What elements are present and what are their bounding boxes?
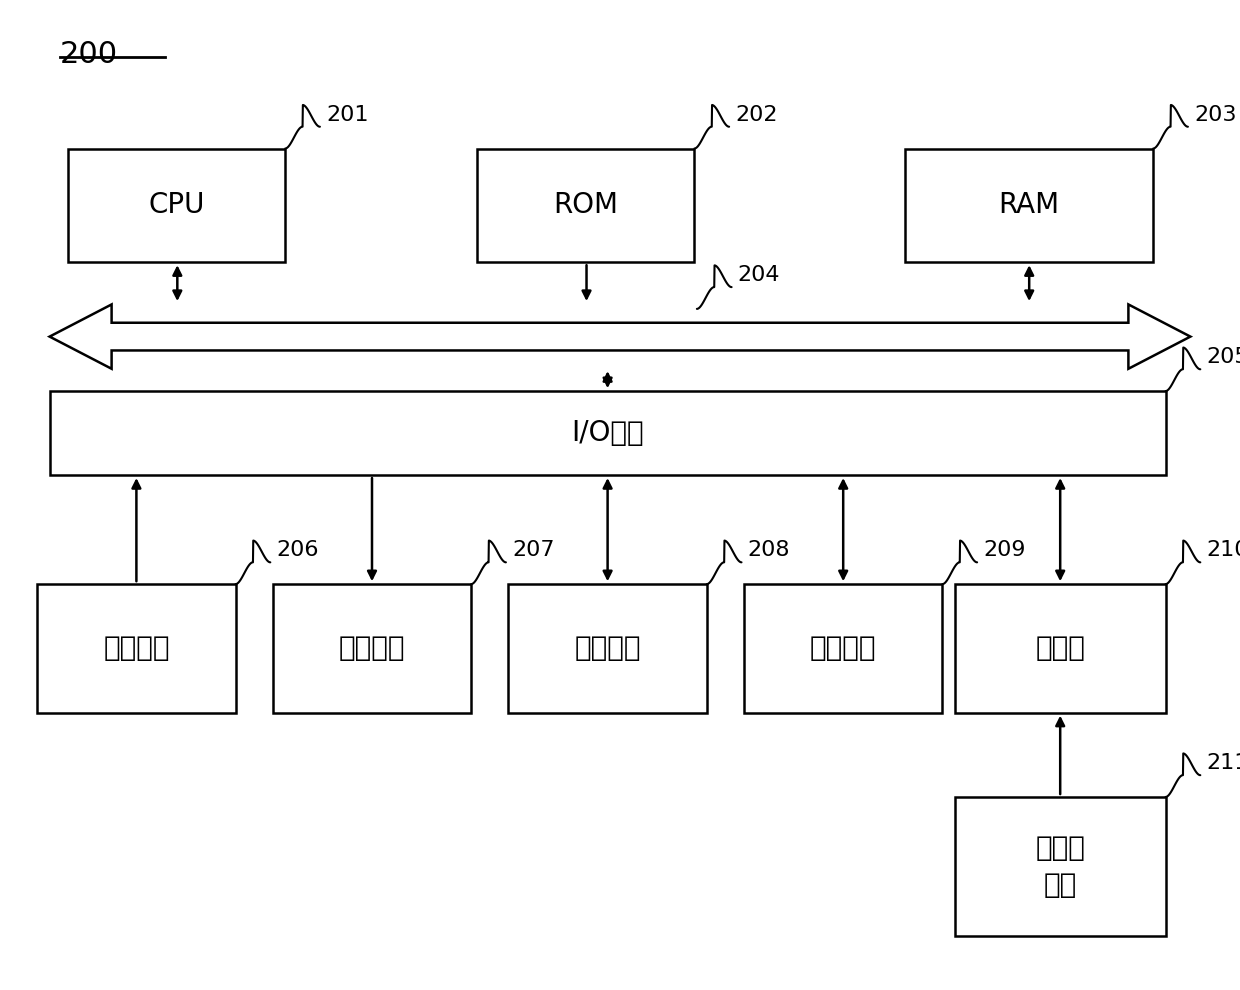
Text: CPU: CPU — [149, 191, 205, 220]
Text: 输入部分: 输入部分 — [103, 635, 170, 662]
Polygon shape — [50, 305, 1190, 368]
Bar — [273, 584, 471, 713]
Text: I/O接口: I/O接口 — [572, 419, 644, 447]
Text: 储存部分: 储存部分 — [574, 635, 641, 662]
Text: 通信部分: 通信部分 — [810, 635, 877, 662]
Bar — [905, 148, 1153, 262]
Text: 驱动器: 驱动器 — [1035, 635, 1085, 662]
Text: 202: 202 — [735, 105, 777, 125]
Text: ROM: ROM — [553, 191, 619, 220]
Text: 200: 200 — [60, 40, 118, 68]
Bar — [744, 584, 942, 713]
Text: 206: 206 — [277, 541, 319, 560]
Text: 205: 205 — [1207, 347, 1240, 367]
Text: 204: 204 — [738, 265, 780, 285]
Bar — [68, 148, 285, 262]
Text: 203: 203 — [1194, 105, 1236, 125]
Text: 209: 209 — [983, 541, 1025, 560]
Text: 210: 210 — [1207, 541, 1240, 560]
Bar — [477, 148, 694, 262]
Bar — [955, 584, 1166, 713]
Text: 211: 211 — [1207, 753, 1240, 773]
Text: 可拆卸
介质: 可拆卸 介质 — [1035, 834, 1085, 899]
Bar — [50, 391, 1166, 475]
Bar — [37, 584, 236, 713]
Bar — [508, 584, 707, 713]
Text: 208: 208 — [748, 541, 790, 560]
Text: 输出部分: 输出部分 — [339, 635, 405, 662]
Text: RAM: RAM — [998, 191, 1060, 220]
Text: 207: 207 — [512, 541, 554, 560]
Bar — [955, 797, 1166, 936]
Text: 201: 201 — [326, 105, 368, 125]
